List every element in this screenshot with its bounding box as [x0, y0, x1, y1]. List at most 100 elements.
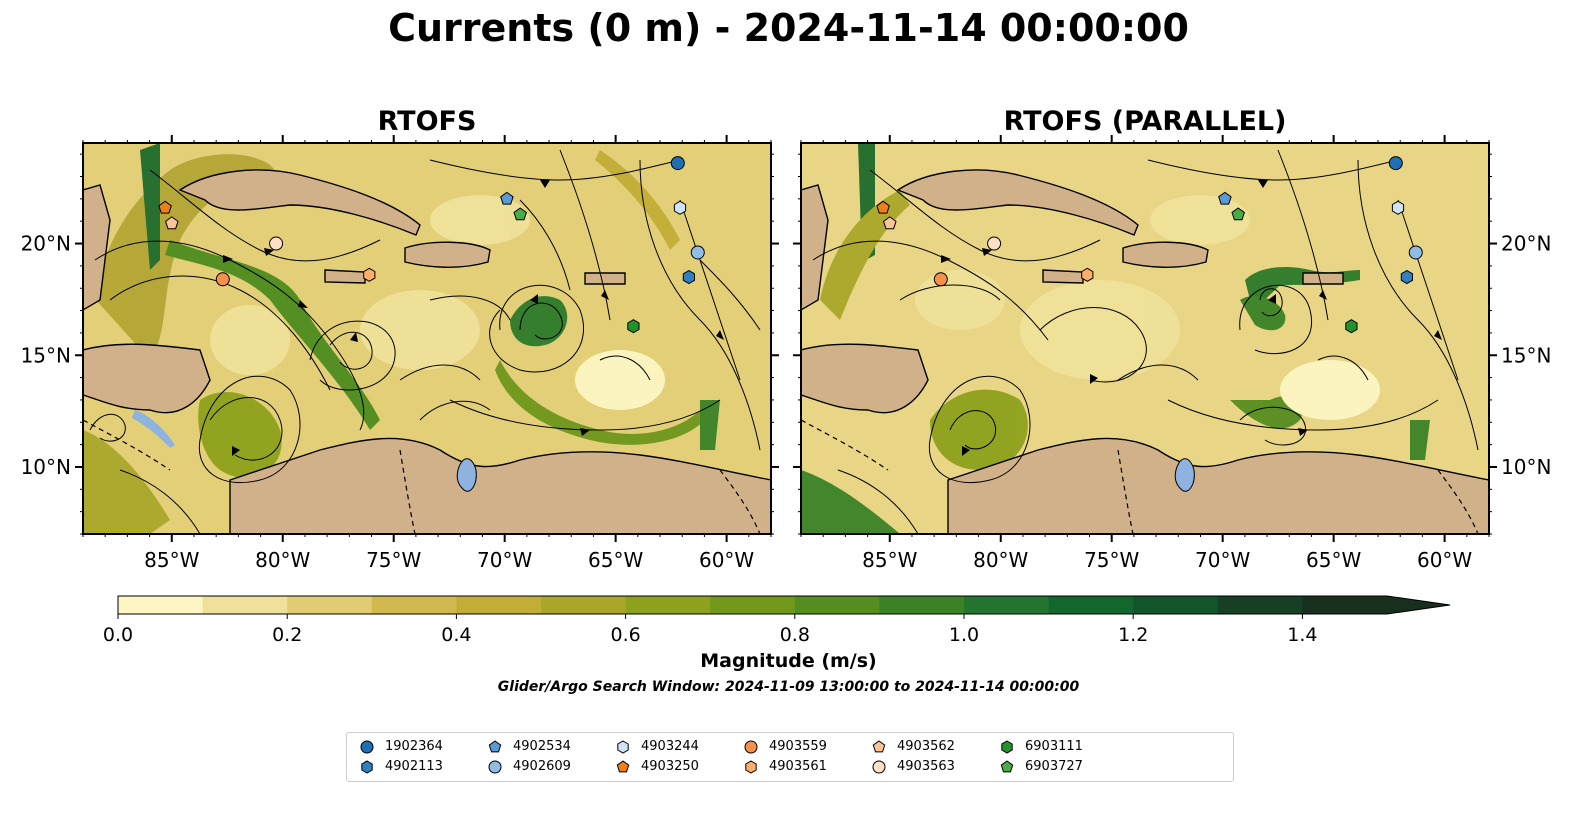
colorbar-tick-label: 0.0: [103, 624, 133, 646]
borders-right: [801, 419, 1479, 534]
land-left: [83, 169, 771, 534]
float-marker-4903244: [673, 200, 687, 215]
map-frame-left: [82, 142, 772, 535]
x-tick-label: 70°W: [477, 548, 532, 572]
colorbar-segment: [118, 596, 204, 614]
float-legend: 1902364 4902113 4902534 4902609 4903244 49032…: [346, 732, 1234, 782]
panel-title-left: RTOFS: [377, 106, 477, 137]
legend-item-6903727: 6903727: [999, 757, 1083, 777]
colorbar-outline: [117, 595, 1451, 615]
colorbar: 0.0 0.2 0.4 0.6 0.8 1.0 1.2 1.4: [103, 595, 1451, 646]
map-frame-right: [800, 142, 1490, 535]
colorbar-tick-label: 0.2: [272, 624, 302, 646]
legend-label: 4903562: [897, 739, 955, 754]
axis-ticks-left: 85°W 80°W 75°W 70°W 65°W 60°W 20°N 15°N 10°N: [21, 135, 779, 572]
map-panel-right: 85°W 80°W 75°W 70°W 65°W 60°W 20°N 15°N 10°N: [793, 135, 1551, 572]
colorbar-segment: [287, 596, 373, 614]
legend-label: 4902609: [513, 759, 571, 774]
y-tick-label: 15°N: [1501, 343, 1551, 367]
legend-label: 6903111: [1025, 739, 1083, 754]
x-tick-label: 65°W: [588, 548, 643, 572]
x-tick-label: 80°W: [255, 548, 310, 572]
legend-marker-icon: [745, 760, 757, 774]
legend-label: 6903727: [1025, 759, 1083, 774]
colorbar-extend-arrow: [1387, 596, 1450, 614]
colorbar-tick-label: 1.2: [1118, 624, 1148, 646]
legend-item-4902534: 4902534: [487, 737, 571, 757]
markers-left: [158, 156, 705, 334]
colorbar-tick-label: 1.0: [949, 624, 979, 646]
float-marker-4903559: [215, 272, 230, 287]
float-marker-4903561: [1081, 267, 1094, 282]
map-panel-left: 85°W 80°W 75°W 70°W 65°W 60°W 20°N 15°N 10°N: [21, 135, 779, 572]
x-tick-label: 80°W: [973, 548, 1028, 572]
legend-marker-4903559: [744, 740, 758, 754]
x-tick-label: 65°W: [1306, 548, 1361, 572]
legend-marker-icon: [488, 740, 502, 753]
legend-marker-4903563: [872, 760, 886, 774]
legend-item-6903111: 6903111: [999, 737, 1083, 757]
x-tick-label: 70°W: [1195, 548, 1250, 572]
float-marker-4903559: [933, 272, 948, 287]
legend-marker-4902113: [361, 760, 373, 774]
float-marker-4903563: [987, 236, 1002, 251]
legend-marker-icon: [872, 740, 886, 753]
legend-item-4903559: 4903559: [743, 737, 827, 757]
legend-label: 4903244: [641, 739, 699, 754]
legend-label: 4902113: [385, 759, 443, 774]
legend-marker-4903244: [617, 740, 629, 754]
legend-marker-icon: [616, 760, 630, 773]
float-marker-6903111: [627, 319, 640, 334]
colorbar-label: Magnitude (m/s): [700, 650, 877, 672]
float-marker-1902364: [670, 156, 685, 171]
panel-title-right: RTOFS (PARALLEL): [1003, 106, 1287, 137]
float-marker-6903111: [1345, 319, 1358, 334]
float-marker-4903250: [158, 200, 172, 214]
float-marker-4903562: [165, 216, 179, 230]
legend-marker-icon: [360, 740, 374, 754]
float-marker-4903244: [1391, 200, 1405, 215]
legend-item-4903563: 4903563: [871, 757, 955, 777]
legend-marker-1902364: [360, 740, 374, 754]
colorbar-tick-label: 0.6: [610, 624, 640, 646]
search-window-text: Glider/Argo Search Window: 2024-11-09 13…: [497, 679, 1080, 695]
float-marker-4903563: [269, 236, 284, 251]
land-right: [801, 169, 1489, 534]
colorbar-segment: [371, 596, 457, 614]
legend-label: 1902364: [385, 739, 443, 754]
x-tick-label: 85°W: [144, 548, 199, 572]
legend-label: 4903250: [641, 759, 699, 774]
colorbar-segment: [1302, 596, 1388, 614]
colorbar-tick-label: 0.4: [441, 624, 471, 646]
legend-marker-icon: [361, 760, 373, 774]
streamline-arrows-right: [941, 180, 1442, 456]
float-marker-1902364: [1388, 156, 1403, 171]
speed-field-left: [83, 143, 720, 534]
legend-item-4903244: 4903244: [615, 737, 699, 757]
float-marker-4903561: [363, 267, 376, 282]
legend-item-4903562: 4903562: [871, 737, 955, 757]
legend-marker-icon: [617, 740, 629, 754]
y-tick-label: 10°N: [21, 455, 71, 479]
legend-marker-icon: [872, 760, 886, 774]
legend-marker-6903111: [1001, 740, 1013, 754]
colorbar-segment: [456, 596, 542, 614]
markers-right: [876, 156, 1423, 334]
colorbar-segment: [1048, 596, 1134, 614]
colorbar-segment: [541, 596, 627, 614]
float-marker-6903727: [1231, 207, 1245, 221]
y-tick-label: 20°N: [1501, 232, 1551, 256]
float-marker-4902113: [1400, 270, 1413, 285]
lakes-left: [132, 410, 477, 492]
legend-marker-4903561: [745, 760, 757, 774]
axis-ticks-right: 85°W 80°W 75°W 70°W 65°W 60°W 20°N 15°N 10°N: [793, 135, 1551, 572]
float-marker-4902113: [682, 270, 695, 285]
x-tick-label: 85°W: [862, 548, 917, 572]
float-marker-4903562: [883, 216, 897, 230]
legend-item-1902364: 1902364: [359, 737, 443, 757]
borders-left: [83, 419, 761, 534]
figure-title: Currents (0 m) - 2024-11-14 00:00:00: [388, 6, 1189, 50]
y-tick-label: 15°N: [21, 343, 71, 367]
y-tick-label: 10°N: [1501, 455, 1551, 479]
